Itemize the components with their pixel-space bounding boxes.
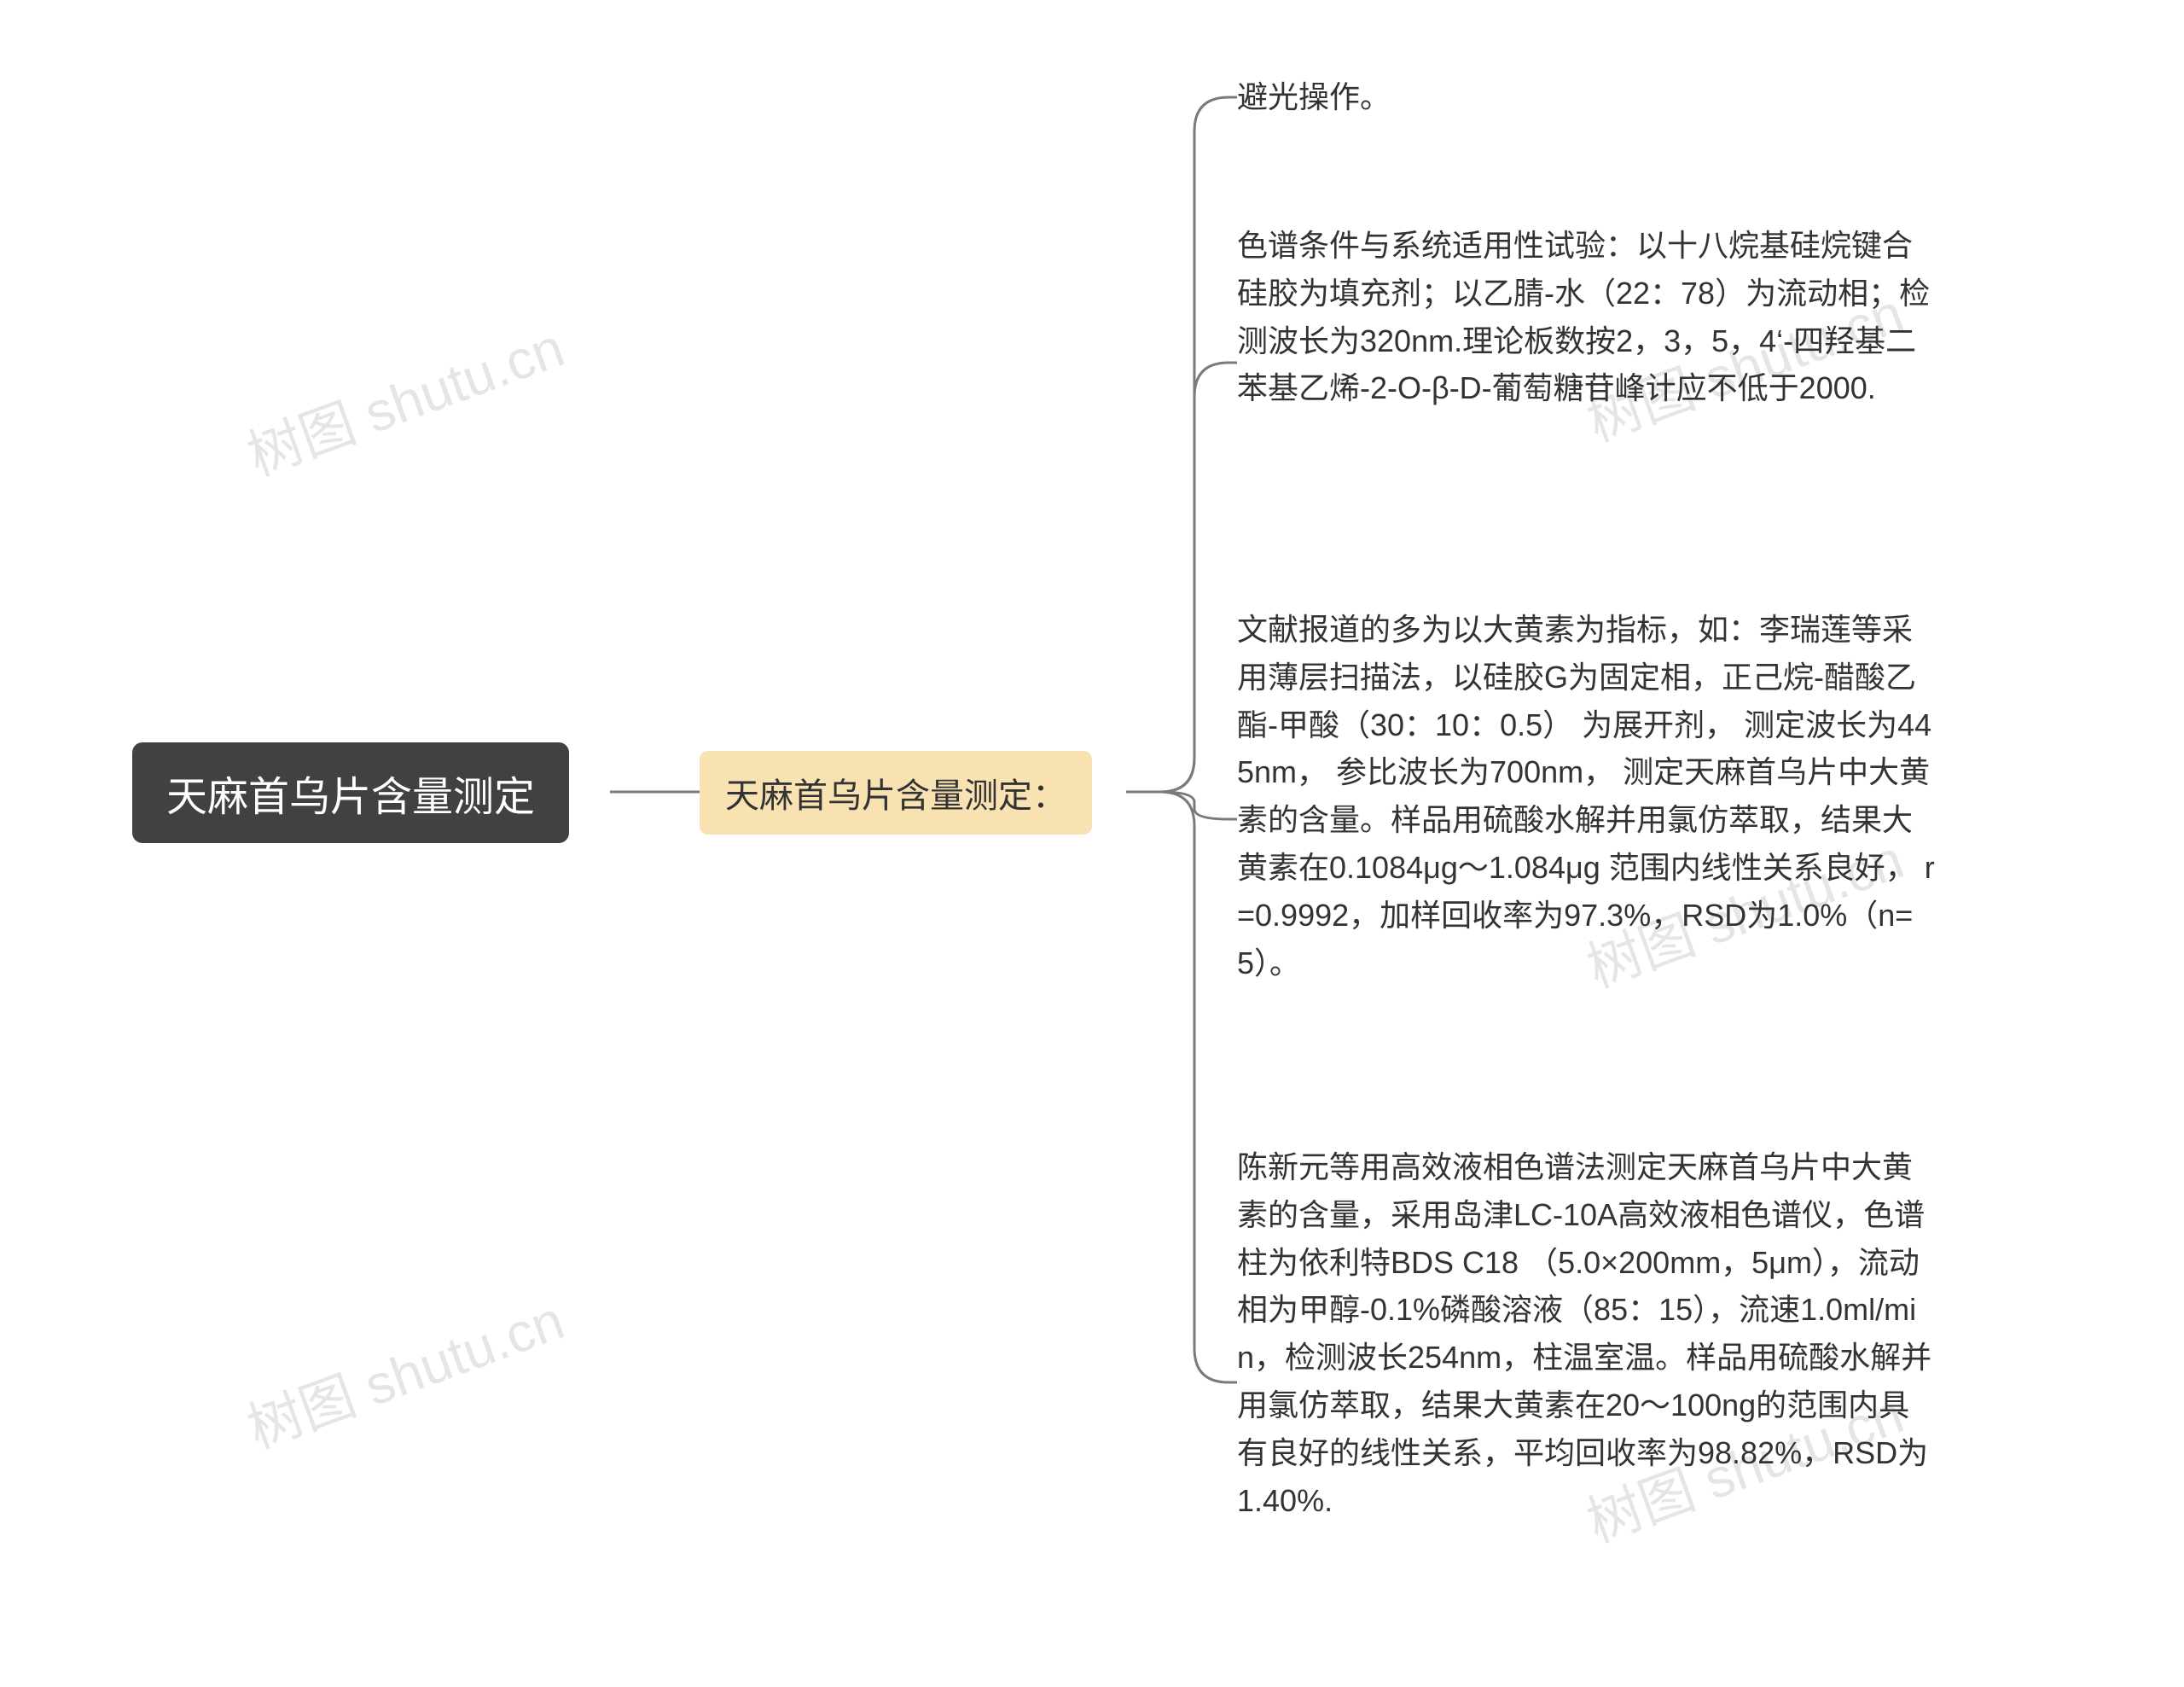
mindmap-leaf-node[interactable]: 文献报道的多为以大黄素为指标，如：李瑞莲等采用薄层扫描法，以硅胶G为固定相，正己… [1237, 606, 1937, 986]
mindmap-leaf-node[interactable]: 避光操作。 [1237, 73, 1937, 121]
connector-branch-leaf2 [1126, 363, 1237, 792]
mindmap-leaf-node[interactable]: 色谱条件与系统适用性试验：以十八烷基硅烷键合硅胶为填充剂；以乙腈-水（22：78… [1237, 222, 1937, 412]
connector-branch-leaf3 [1126, 792, 1237, 819]
connector-branch-leaf1 [1126, 97, 1237, 792]
mindmap-root-node[interactable]: 天麻首乌片含量测定 [132, 742, 569, 843]
watermark: 树图 shutu.cn [235, 1277, 573, 1463]
watermark: 树图 shutu.cn [235, 304, 573, 491]
mindmap-branch-node[interactable]: 天麻首乌片含量测定： [700, 751, 1092, 835]
connector-branch-leaf4 [1126, 792, 1237, 1382]
mindmap-leaf-node[interactable]: 陈新元等用高效液相色谱法测定天麻首乌片中大黄素的含量，采用岛津LC-10A高效液… [1237, 1143, 1937, 1524]
